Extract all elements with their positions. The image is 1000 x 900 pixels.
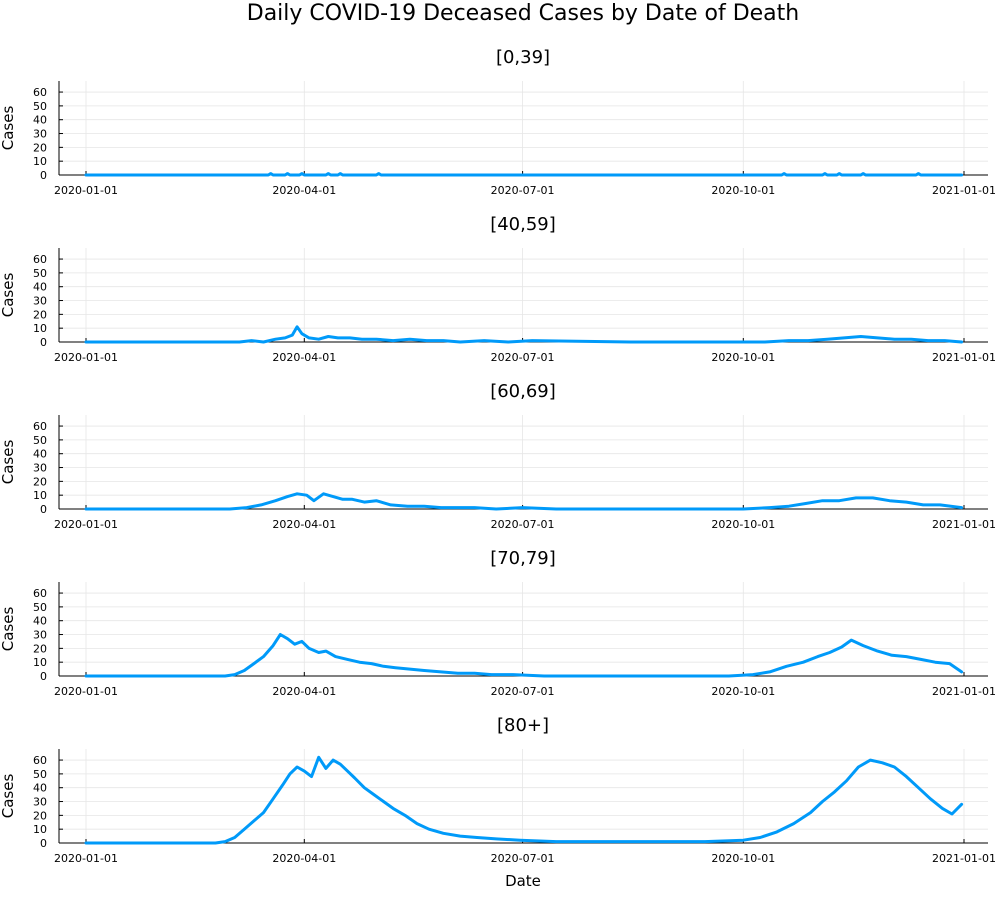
x-tick-label: 2020-07-01	[491, 685, 555, 698]
x-tick-label: 2020-01-01	[54, 518, 118, 531]
x-tick-label: 2020-04-01	[272, 852, 336, 865]
x-tick-label: 2021-01-01	[932, 685, 996, 698]
subplot-title: [40,59]	[490, 214, 556, 235]
x-axis-label: Date	[505, 872, 541, 890]
y-tick-label: 20	[33, 642, 47, 655]
x-tick-label: 2020-01-01	[54, 351, 118, 364]
x-tick-label: 2020-10-01	[711, 685, 775, 698]
x-tick-label: 2020-01-01	[54, 184, 118, 197]
x-tick-label: 2020-10-01	[711, 184, 775, 197]
y-tick-label: 30	[33, 796, 47, 809]
y-tick-label: 40	[33, 114, 47, 127]
y-tick-label: 20	[33, 475, 47, 488]
y-axis-label: Cases	[0, 106, 17, 151]
x-tick-label: 2021-01-01	[932, 184, 996, 197]
y-tick-label: 30	[33, 295, 47, 308]
y-axis-label: Cases	[0, 273, 17, 318]
y-tick-label: 40	[33, 448, 47, 461]
figure-title: Daily COVID-19 Deceased Cases by Date of…	[247, 1, 799, 26]
y-tick-label: 60	[33, 253, 47, 266]
x-tick-label: 2020-07-01	[491, 351, 555, 364]
series-line	[84, 325, 964, 344]
y-tick-label: 60	[33, 587, 47, 600]
y-tick-label: 40	[33, 281, 47, 294]
x-tick-label: 2020-10-01	[711, 351, 775, 364]
x-tick-label: 2020-07-01	[491, 184, 555, 197]
y-tick-label: 60	[33, 420, 47, 433]
x-tick-label: 2021-01-01	[932, 852, 996, 865]
x-tick-label: 2021-01-01	[932, 518, 996, 531]
y-tick-label: 60	[33, 754, 47, 767]
y-tick-label: 10	[33, 322, 47, 335]
x-tick-label: 2020-01-01	[54, 685, 118, 698]
y-tick-label: 60	[33, 86, 47, 99]
series-line	[84, 633, 964, 678]
x-tick-label: 2020-04-01	[272, 351, 336, 364]
y-tick-label: 40	[33, 615, 47, 628]
series-line	[84, 755, 964, 845]
y-tick-label: 10	[33, 656, 47, 669]
subplot-title: [70,79]	[490, 548, 556, 569]
y-tick-label: 30	[33, 128, 47, 141]
y-tick-label: 50	[33, 601, 47, 614]
x-tick-label: 2020-04-01	[272, 685, 336, 698]
x-tick-label: 2020-07-01	[491, 852, 555, 865]
y-tick-label: 0	[40, 503, 47, 516]
x-tick-label: 2020-10-01	[711, 852, 775, 865]
subplot-title: [0,39]	[496, 47, 550, 68]
y-tick-label: 20	[33, 308, 47, 321]
subplot-title: [60,69]	[490, 381, 556, 402]
y-tick-label: 50	[33, 100, 47, 113]
y-tick-label: 0	[40, 169, 47, 182]
y-tick-label: 0	[40, 837, 47, 850]
y-tick-label: 50	[33, 267, 47, 280]
y-tick-label: 10	[33, 489, 47, 502]
y-axis-label: Cases	[0, 774, 17, 819]
y-tick-label: 30	[33, 462, 47, 475]
y-tick-label: 0	[40, 670, 47, 683]
y-tick-label: 0	[40, 336, 47, 349]
x-tick-label: 2020-10-01	[711, 518, 775, 531]
y-tick-label: 10	[33, 823, 47, 836]
x-tick-label: 2020-07-01	[491, 518, 555, 531]
x-tick-label: 2020-04-01	[272, 184, 336, 197]
series-line	[84, 172, 964, 177]
y-axis-label: Cases	[0, 440, 17, 485]
y-tick-label: 30	[33, 629, 47, 642]
x-tick-label: 2020-04-01	[272, 518, 336, 531]
y-tick-label: 40	[33, 782, 47, 795]
y-tick-label: 50	[33, 434, 47, 447]
y-tick-label: 50	[33, 768, 47, 781]
y-tick-label: 20	[33, 141, 47, 154]
series-line	[84, 492, 964, 511]
x-tick-label: 2020-01-01	[54, 852, 118, 865]
x-tick-label: 2021-01-01	[932, 351, 996, 364]
y-tick-label: 10	[33, 155, 47, 168]
y-tick-label: 20	[33, 809, 47, 822]
subplot-title: [80+]	[497, 715, 549, 736]
y-axis-label: Cases	[0, 607, 17, 652]
